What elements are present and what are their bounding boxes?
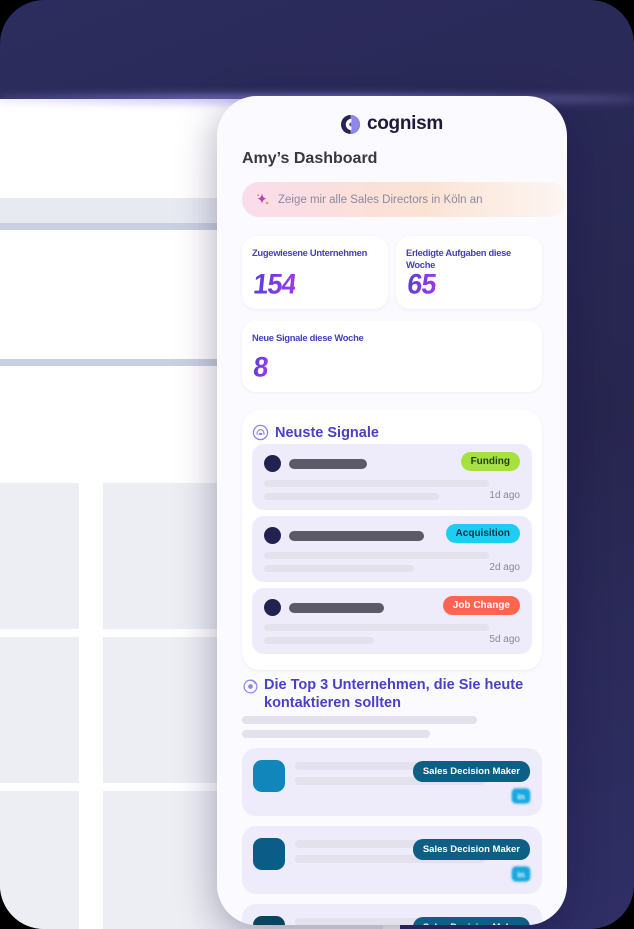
svg-text:in: in	[517, 870, 525, 880]
svg-text:in: in	[517, 792, 525, 802]
